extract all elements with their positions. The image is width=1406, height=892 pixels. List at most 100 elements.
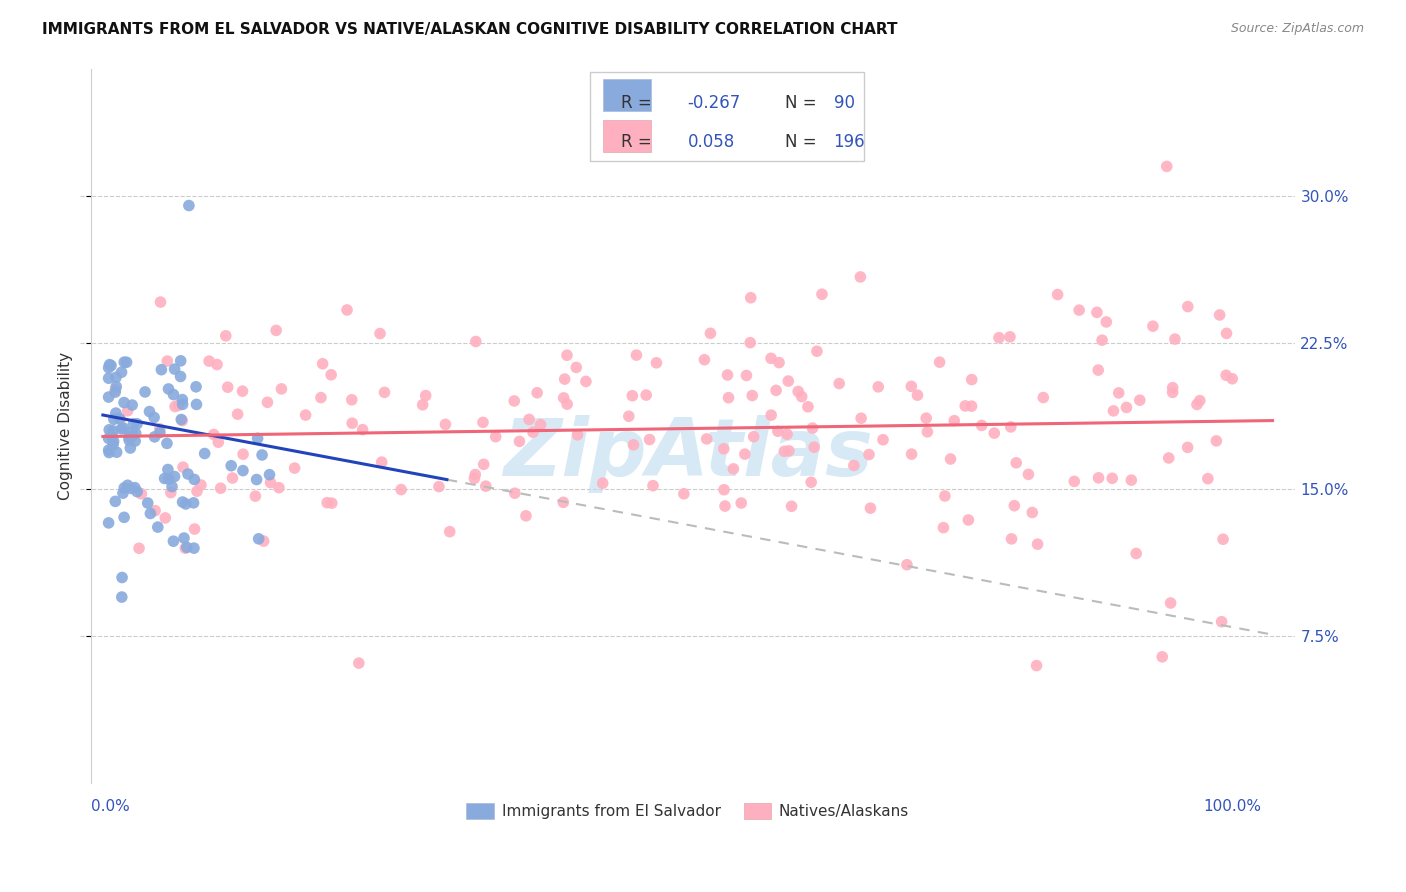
Point bbox=[149, 295, 172, 310]
Point bbox=[672, 487, 695, 501]
Point bbox=[176, 541, 198, 555]
Point bbox=[143, 430, 166, 444]
Point bbox=[215, 328, 238, 343]
Point bbox=[1121, 473, 1143, 487]
Point bbox=[259, 467, 281, 482]
Point bbox=[1129, 393, 1152, 408]
Point bbox=[713, 483, 735, 497]
Point bbox=[153, 471, 176, 485]
Point bbox=[183, 522, 205, 536]
Text: -0.267: -0.267 bbox=[688, 94, 741, 112]
Point bbox=[370, 455, 392, 469]
Point bbox=[284, 461, 307, 475]
Point bbox=[186, 484, 208, 499]
Point bbox=[1156, 160, 1178, 174]
Point bbox=[1197, 472, 1219, 486]
Point bbox=[623, 438, 645, 452]
Point bbox=[508, 434, 530, 449]
Point bbox=[1069, 303, 1091, 318]
Point bbox=[943, 414, 966, 428]
Point bbox=[104, 494, 127, 508]
Point bbox=[553, 495, 575, 509]
Point bbox=[98, 423, 121, 437]
Point bbox=[136, 496, 159, 510]
Point bbox=[138, 404, 160, 418]
Point bbox=[900, 379, 922, 393]
Point bbox=[226, 407, 249, 421]
Text: IMMIGRANTS FROM EL SALVADOR VS NATIVE/ALASKAN COGNITIVE DISABILITY CORRELATION C: IMMIGRANTS FROM EL SALVADOR VS NATIVE/AL… bbox=[42, 22, 897, 37]
Point bbox=[128, 541, 150, 556]
Text: 0.058: 0.058 bbox=[688, 133, 735, 151]
Point bbox=[163, 469, 186, 483]
Point bbox=[1177, 300, 1199, 314]
Point bbox=[117, 403, 139, 417]
Point bbox=[202, 427, 225, 442]
Point bbox=[134, 384, 156, 399]
Point bbox=[780, 500, 803, 514]
Text: N =: N = bbox=[785, 133, 817, 151]
Point bbox=[321, 368, 343, 382]
Point bbox=[768, 356, 790, 370]
Point bbox=[1185, 397, 1208, 411]
Point bbox=[172, 392, 194, 407]
Point bbox=[592, 476, 614, 491]
Point bbox=[108, 411, 131, 425]
Point bbox=[1220, 372, 1243, 386]
Point bbox=[98, 445, 121, 459]
Point bbox=[439, 524, 461, 539]
Point bbox=[575, 375, 598, 389]
Point bbox=[120, 441, 142, 455]
Point bbox=[1032, 391, 1054, 405]
Point bbox=[111, 570, 134, 584]
Point bbox=[472, 458, 495, 472]
Text: 90: 90 bbox=[834, 94, 855, 112]
Point bbox=[336, 302, 359, 317]
Point bbox=[517, 412, 540, 426]
Y-axis label: Cognitive Disability: Cognitive Disability bbox=[59, 351, 73, 500]
Point bbox=[998, 330, 1021, 344]
Point bbox=[127, 484, 149, 499]
Point bbox=[167, 398, 190, 412]
Point bbox=[988, 331, 1011, 345]
Point bbox=[773, 444, 796, 458]
Point bbox=[811, 287, 834, 301]
Point bbox=[163, 362, 186, 376]
Point bbox=[1164, 332, 1187, 346]
Point bbox=[104, 385, 127, 400]
Text: N =: N = bbox=[785, 94, 817, 112]
Point bbox=[463, 471, 485, 485]
Point bbox=[311, 357, 333, 371]
Point bbox=[787, 384, 810, 399]
Point bbox=[259, 475, 281, 490]
Text: Source: ZipAtlas.com: Source: ZipAtlas.com bbox=[1230, 22, 1364, 36]
Point bbox=[849, 411, 872, 425]
Point bbox=[806, 344, 828, 359]
Point bbox=[139, 507, 162, 521]
Point bbox=[1157, 450, 1180, 465]
Point bbox=[1025, 658, 1047, 673]
Point bbox=[955, 399, 977, 413]
Point bbox=[1026, 537, 1049, 551]
Point bbox=[714, 499, 737, 513]
Point bbox=[111, 590, 134, 604]
Point bbox=[900, 447, 922, 461]
Point bbox=[939, 452, 962, 467]
Point bbox=[1087, 363, 1109, 377]
Point bbox=[1085, 305, 1108, 319]
Point bbox=[112, 421, 135, 435]
Point bbox=[149, 425, 172, 440]
Point bbox=[1000, 420, 1022, 434]
Point bbox=[101, 424, 124, 438]
Point bbox=[917, 425, 939, 439]
Point bbox=[256, 395, 278, 409]
Point bbox=[828, 376, 851, 391]
Point bbox=[1161, 385, 1184, 400]
Point bbox=[172, 495, 194, 509]
Point bbox=[896, 558, 918, 572]
Point bbox=[626, 348, 648, 362]
Point bbox=[1000, 532, 1022, 546]
Point bbox=[472, 416, 495, 430]
Point bbox=[1115, 401, 1137, 415]
Point bbox=[1005, 456, 1028, 470]
Point bbox=[112, 481, 135, 495]
